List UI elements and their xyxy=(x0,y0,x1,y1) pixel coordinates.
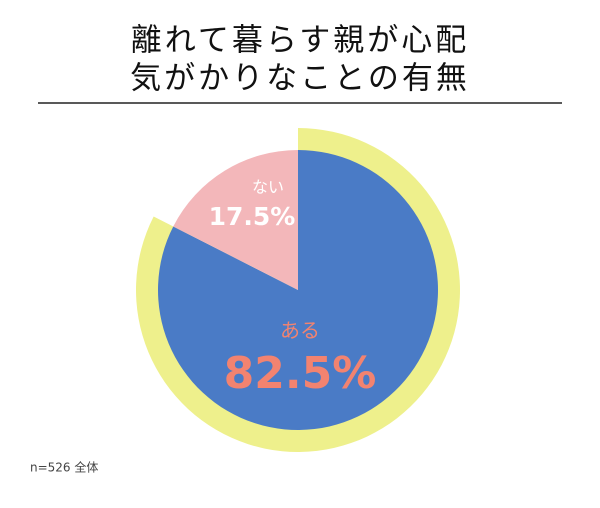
slice-value-label: 82.5% xyxy=(224,348,377,399)
chart-title: 離れて暮らす親が心配 xyxy=(131,23,469,59)
pie-slice xyxy=(157,150,438,430)
slice-value-label: 17.5% xyxy=(209,202,296,231)
note: n=526 全体 xyxy=(30,460,98,475)
chart-title: 気がかりなことの有無 xyxy=(130,61,470,97)
slice-category-label: ある xyxy=(280,319,320,343)
pie-slice xyxy=(173,150,298,290)
slice-category-label: ない xyxy=(252,178,284,197)
pie: ある 82.5% ない 17.5% xyxy=(135,128,460,452)
